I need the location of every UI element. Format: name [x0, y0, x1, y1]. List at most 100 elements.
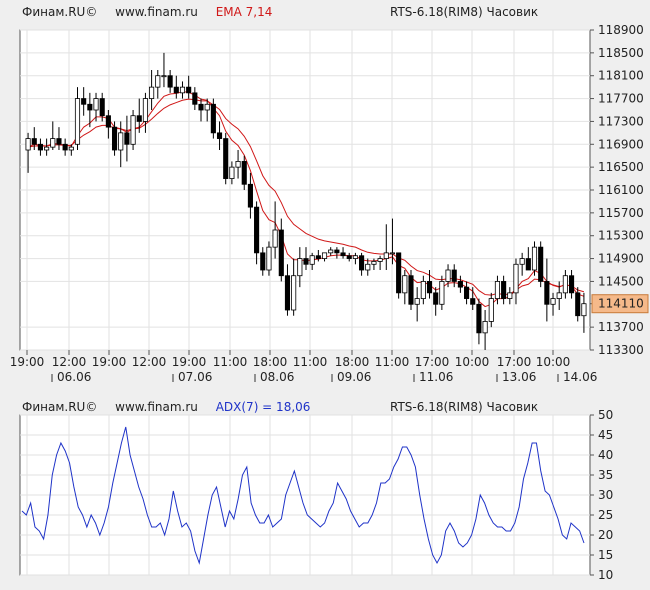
date-label: 09.06 [337, 370, 371, 384]
candle-body [118, 132, 124, 151]
candle-body [105, 115, 111, 128]
candle-body [50, 138, 56, 148]
candle-body [457, 281, 463, 288]
candle-body [173, 86, 179, 94]
candle-body [56, 138, 62, 145]
candle-body [501, 281, 507, 299]
candle-body [297, 258, 303, 277]
top-instrument-label: RTS-6.18(RIM8) Часовик [390, 5, 539, 19]
candle-body [81, 98, 87, 105]
candle-body [254, 206, 260, 254]
time-label: 17:00 [415, 355, 450, 369]
candle-body [74, 98, 81, 145]
candle-body [519, 258, 525, 265]
candle-body [192, 92, 198, 105]
candle-body [321, 252, 328, 259]
candle-body [266, 246, 272, 271]
price-tick-label: 117700 [598, 92, 644, 106]
candle-body [260, 252, 266, 271]
candle-body [451, 269, 457, 282]
candle-body [464, 286, 470, 299]
price-tick-label: 115300 [598, 229, 644, 243]
candle-body [186, 86, 192, 94]
adx-tick-label: 45 [598, 428, 613, 442]
candle-body [568, 275, 575, 294]
candle-body [198, 103, 204, 111]
candle-body [352, 255, 358, 259]
top-chart-header: Финам.RU© www.finam.ru EMA 7,14 [22, 5, 286, 19]
time-label: 19:00 [10, 355, 45, 369]
candle-body [426, 281, 433, 294]
time-label: 19:00 [92, 355, 127, 369]
candle-body [149, 86, 155, 99]
candle-body [365, 263, 371, 271]
candle-body [272, 229, 278, 248]
date-label: 08.06 [260, 370, 294, 384]
time-label: 18:00 [335, 355, 370, 369]
candle-body [371, 261, 377, 265]
time-label: 18:00 [253, 355, 288, 369]
site-link-2[interactable]: www.finam.ru [115, 400, 198, 414]
price-tick-label: 118900 [598, 23, 644, 37]
price-tick-label: 118500 [598, 46, 644, 60]
bottom-chart-header: Финам.RU© www.finam.ru ADX(7) = 18,06 [22, 400, 324, 414]
candle-body [476, 303, 482, 334]
candle-body [525, 258, 531, 271]
adx-tick-label: 40 [598, 448, 613, 462]
candle-body [210, 103, 216, 134]
site-link[interactable]: www.finam.ru [115, 5, 198, 19]
candle-body [44, 146, 50, 151]
candle-body [408, 275, 414, 305]
candle-body [340, 252, 346, 257]
candle-body [513, 263, 519, 294]
price-tick-label: 116900 [598, 137, 644, 151]
price-tick-label: 113700 [598, 320, 644, 334]
candle-body [136, 115, 142, 122]
candle-body [303, 258, 309, 265]
candle-body [470, 298, 476, 305]
candle-body [507, 292, 513, 299]
candle-body [241, 161, 247, 185]
time-label: 10:00 [455, 355, 490, 369]
date-label: 11.06 [419, 370, 453, 384]
candle-body [383, 252, 389, 259]
candle-body [25, 138, 31, 151]
candle-body [111, 126, 118, 151]
candle-body [87, 103, 93, 111]
candle-body [124, 132, 130, 145]
time-label: 19:00 [172, 355, 207, 369]
candle-body [291, 275, 297, 311]
candle-body [414, 298, 420, 305]
candle-body [155, 75, 161, 88]
time-label: 12:00 [132, 355, 167, 369]
candle-body [229, 166, 235, 179]
adx-tick-label: 50 [598, 408, 613, 422]
candle-body [309, 255, 315, 265]
adx-tick-label: 25 [598, 508, 613, 522]
candle-body [167, 75, 173, 88]
candle-body [575, 292, 581, 317]
candle-body [142, 98, 148, 122]
date-label: 06.06 [57, 370, 91, 384]
candle-body [161, 75, 167, 78]
price-tick-label: 116500 [598, 160, 644, 174]
candle-body [377, 258, 383, 262]
candle-body [68, 146, 74, 151]
adx-tick-label: 10 [598, 568, 613, 582]
candle-body [396, 252, 402, 294]
candle-body [62, 143, 68, 151]
candle-body [284, 275, 291, 311]
adx-tick-label: 30 [598, 488, 613, 502]
source-label: Финам.RU© [22, 5, 98, 19]
candle-body [179, 86, 186, 94]
candle-body [445, 269, 451, 282]
time-label: 12:00 [52, 355, 87, 369]
candle-body [556, 292, 562, 299]
candle-body [204, 103, 210, 111]
candle-body [433, 292, 439, 305]
price-tick-label: 116100 [598, 183, 644, 197]
candle-body [494, 281, 501, 299]
adx-line [21, 426, 585, 565]
candle-body [562, 275, 568, 294]
